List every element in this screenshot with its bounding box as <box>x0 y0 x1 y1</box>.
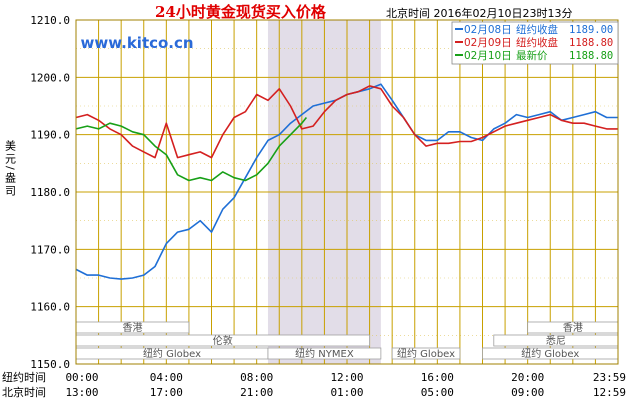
y-tick-label: 1210.0 <box>30 14 70 27</box>
session-label: 香港 <box>122 322 142 334</box>
x-tick-label-ny: 23:59 <box>593 371 626 384</box>
session-label: 伦敦 <box>213 334 233 347</box>
plot-area: 1150.0 1160.0 1170.0 1180.0 1190.0 1200.0 1210… <box>2 14 626 399</box>
x-row-label-bj: 北京时间 <box>2 385 46 399</box>
x-tick-label-ny: 20:00 <box>511 371 544 384</box>
session-label: 纽约 Globex <box>143 347 201 360</box>
y-tick-label: 1200.0 <box>30 71 70 84</box>
chart-title: 24小时黄金现货买入价格 <box>155 3 327 21</box>
x-tick-label-bj: 05:00 <box>421 386 454 399</box>
legend-series-value: 1188.80 <box>569 50 613 62</box>
y-tick-label: 1190.0 <box>30 129 70 142</box>
x-tick-label-ny: 00:00 <box>65 371 98 384</box>
y-tick-label: 1170.0 <box>30 243 70 256</box>
x-row-label-ny: 纽约时间 <box>2 370 46 384</box>
x-tick-label-ny: 16:00 <box>421 371 454 384</box>
legend-series-name: 02月09日 <box>464 37 512 49</box>
y-axis-label-text: 美元/盎司 <box>4 140 17 198</box>
y-axis-label: 美元/盎司 <box>4 140 17 198</box>
plot-frame <box>75 19 619 365</box>
watermark: www.kitco.cn <box>81 34 194 52</box>
session-label: 纽约 Globex <box>397 347 455 360</box>
x-tick-label-bj: 01:00 <box>330 386 363 399</box>
legend-series-label: 纽约收盘 <box>516 36 558 49</box>
session-label: 纽约 Globex <box>521 347 579 360</box>
session-label: 香港 <box>563 322 583 334</box>
legend-series-label: 纽约收盘 <box>516 23 558 36</box>
y-tick-label: 1180.0 <box>30 186 70 199</box>
x-tick-label-bj: 21:00 <box>240 386 273 399</box>
x-tick-label-bj: 17:00 <box>150 386 183 399</box>
legend-box <box>451 21 619 65</box>
session-label: 纽约 NYMEX <box>295 347 354 360</box>
legend-series-label: 最新价 <box>516 49 548 62</box>
x-tick-label-ny: 12:00 <box>330 371 363 384</box>
y-tick-label: 1150.0 <box>30 358 70 371</box>
x-tick-label-ny: 04:00 <box>150 371 183 384</box>
legend-series-name: 02月08日 <box>464 24 512 36</box>
y-tick-label: 1160.0 <box>30 301 70 314</box>
legend-series-value: 1189.00 <box>569 24 613 36</box>
x-tick-label-bj: 13:00 <box>65 386 98 399</box>
series-line-1 <box>75 85 618 159</box>
x-tick-label-bj: 12:59 <box>593 386 626 399</box>
session-bar <box>267 347 382 360</box>
legend-series-value: 1188.80 <box>569 37 613 49</box>
series-line-2 <box>75 116 308 182</box>
legend-series-name: 02月10日 <box>464 50 512 62</box>
session-bar <box>391 347 461 360</box>
x-tick-label-ny: 08:00 <box>240 371 273 384</box>
chart-subtitle: 北京时间 2016年02月10日23时13分 <box>386 6 572 20</box>
session-label: 悉尼 <box>546 335 566 347</box>
x-tick-label-bj: 09:00 <box>511 386 544 399</box>
